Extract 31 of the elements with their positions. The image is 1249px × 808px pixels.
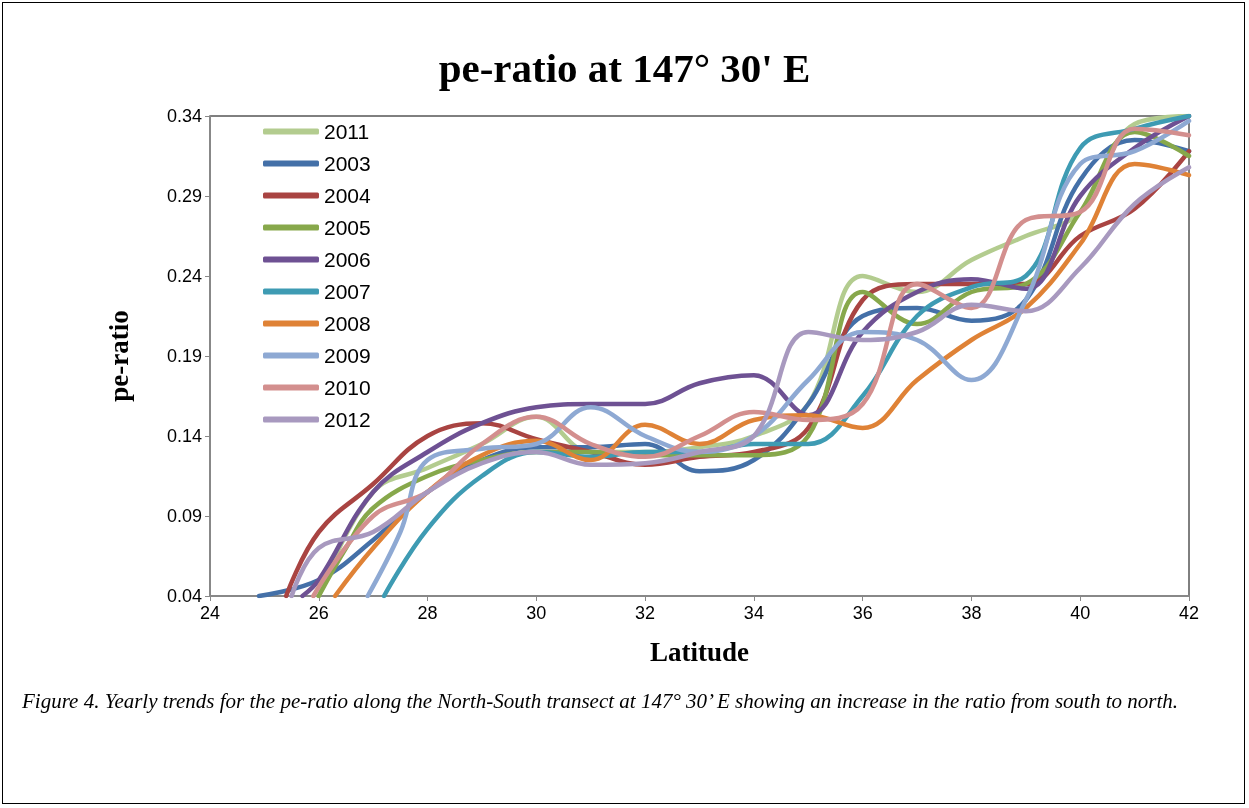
legend-label: 2012 (324, 408, 371, 431)
caption: Figure 4. Yearly trends for the pe-ratio along the North-South transect at 147° 30’ E showing an increase in the ratio from south to north. (22, 688, 1179, 715)
legend-label: 2004 (324, 184, 372, 207)
y-axis-title: pe-ratio (103, 310, 134, 402)
chart-title: pe-ratio at 147° 30' E (438, 44, 811, 91)
y-tick-label: 0.34 (166, 106, 202, 126)
legend-label: 2008 (324, 312, 371, 335)
x-tick-label: 36 (852, 603, 873, 623)
x-tick-label: 40 (1070, 603, 1091, 623)
x-tick-label: 38 (961, 603, 982, 623)
y-tick-label: 0.09 (166, 506, 202, 526)
x-tick-label: 42 (1178, 603, 1200, 623)
y-tick-label: 0.04 (166, 586, 202, 606)
legend-label: 2003 (324, 152, 371, 175)
legend-label: 2011 (324, 120, 370, 143)
legend-label: 2005 (324, 216, 371, 239)
x-tick-label: 30 (526, 603, 547, 623)
y-tick-label: 0.24 (166, 266, 202, 286)
legend-label: 2010 (324, 376, 371, 399)
x-tick-label: 34 (743, 603, 764, 623)
legend-label: 2009 (324, 344, 371, 367)
y-tick-label: 0.29 (166, 186, 202, 206)
x-axis-title: Latitude (649, 636, 750, 667)
x-tick-label: 28 (417, 603, 438, 623)
x-tick-label: 24 (199, 603, 221, 623)
x-tick-label: 26 (308, 603, 329, 623)
legend-label: 2006 (324, 248, 371, 271)
y-tick-label: 0.14 (166, 426, 202, 446)
x-tick-label: 32 (635, 603, 656, 623)
y-tick-label: 0.19 (166, 346, 202, 366)
legend-label: 2007 (324, 280, 371, 303)
